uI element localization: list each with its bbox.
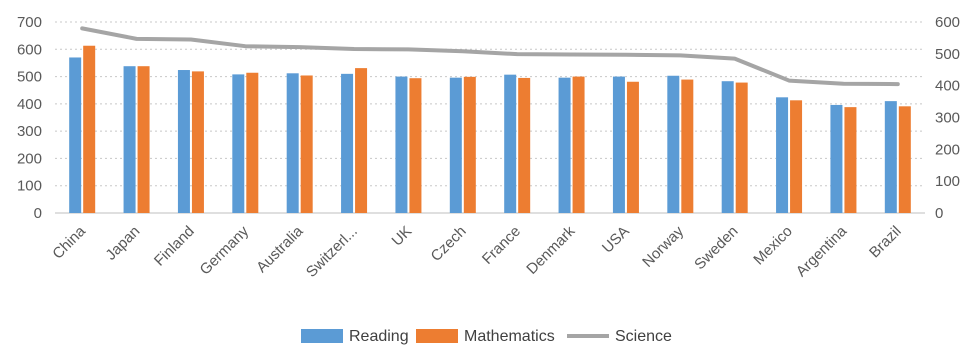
right-tick-label: 200 [935, 141, 960, 158]
category-label: Sweden [691, 223, 741, 273]
bars [69, 45, 911, 214]
right-tick-label: 400 [935, 78, 960, 95]
left-tick-label: 600 [17, 41, 42, 58]
bar-reading [884, 101, 897, 213]
bar-mathematics [844, 107, 857, 213]
bar-mathematics [355, 68, 368, 213]
legend-swatch-reading [301, 329, 343, 343]
category-label: Czech [428, 223, 470, 265]
bar-reading [449, 77, 462, 213]
left-tick-label: 100 [17, 178, 42, 195]
line-science [80, 26, 900, 87]
bar-reading [69, 57, 82, 213]
category-label: Mexico [750, 223, 796, 269]
bar-mathematics [572, 76, 585, 213]
legend-label-science: Science [615, 328, 672, 345]
left-y-axis: 0 100 200 300 400 500 600 700 [17, 14, 42, 222]
category-label: Finland [151, 223, 198, 270]
legend-label-reading: Reading [349, 328, 409, 345]
bar-reading [123, 66, 136, 214]
right-tick-label: 300 [935, 110, 960, 127]
bar-mathematics [518, 77, 531, 213]
bar-mathematics [463, 76, 476, 213]
legend-label-mathematics: Mathematics [464, 328, 555, 345]
bar-reading [177, 70, 190, 213]
legend: Reading Mathematics Science [301, 328, 672, 345]
bar-mathematics [898, 106, 911, 213]
category-label: UK [389, 223, 416, 250]
right-tick-label: 600 [935, 14, 960, 31]
category-label: USA [599, 223, 633, 257]
bar-mathematics [681, 79, 694, 213]
bar-reading [504, 74, 517, 213]
bar-mathematics [735, 82, 748, 214]
category-label: Australia [253, 222, 307, 276]
bar-mathematics [300, 75, 313, 213]
bar-reading [612, 76, 625, 213]
bar-reading [830, 104, 843, 213]
category-label: Argentina [793, 222, 851, 280]
bar-reading [558, 77, 571, 213]
left-tick-label: 400 [17, 96, 42, 113]
bar-mathematics [83, 45, 96, 213]
category-label: Denmark [523, 222, 578, 277]
bar-mathematics [137, 66, 150, 214]
bar-mathematics [409, 78, 422, 213]
left-tick-label: 0 [34, 205, 42, 222]
bar-mathematics [246, 72, 259, 213]
bar-reading [232, 74, 245, 213]
bar-reading [721, 81, 734, 214]
bar-reading [667, 75, 680, 213]
bar-mathematics [191, 71, 204, 213]
category-label: Norway [639, 222, 687, 270]
bar-reading [395, 76, 408, 213]
bar-reading [341, 73, 354, 213]
left-tick-label: 700 [17, 14, 42, 31]
bar-mathematics [790, 100, 803, 213]
science-line-layer [80, 26, 900, 87]
category-label: France [479, 223, 524, 268]
category-label: Brazil [866, 223, 905, 262]
left-tick-label: 500 [17, 69, 42, 86]
left-tick-label: 200 [17, 150, 42, 167]
right-tick-label: 0 [935, 205, 943, 222]
bar-reading [286, 73, 299, 213]
right-tick-label: 100 [935, 173, 960, 190]
category-label: Germany [197, 222, 253, 278]
category-label: Japan [102, 223, 143, 264]
left-tick-label: 300 [17, 123, 42, 140]
right-tick-label: 500 [935, 46, 960, 63]
right-y-axis: 0 100 200 300 400 500 600 [935, 14, 960, 222]
category-label: Switzerl... [303, 223, 361, 281]
bar-mathematics [626, 81, 639, 214]
bar-reading [776, 97, 789, 213]
category-label: China [49, 222, 89, 262]
legend-swatch-mathematics [416, 329, 458, 343]
